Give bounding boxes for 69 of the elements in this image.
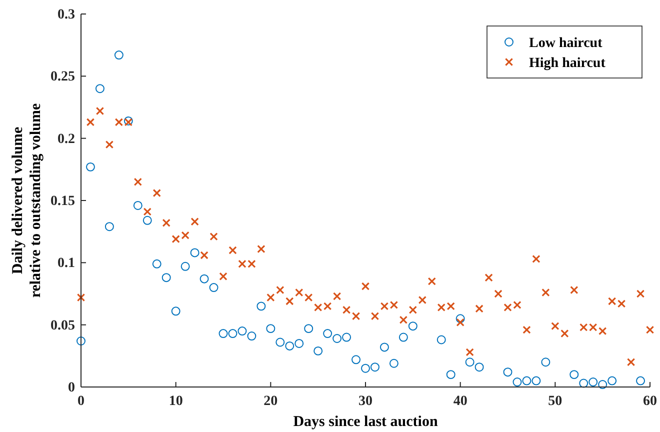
- x-tick-label: 50: [548, 394, 562, 409]
- point: [608, 376, 617, 386]
- point: [588, 378, 598, 387]
- point: [436, 335, 446, 344]
- point: [133, 200, 142, 210]
- point: [342, 332, 352, 342]
- point: [465, 358, 474, 367]
- point: [209, 283, 218, 292]
- point: [456, 314, 465, 324]
- point: [380, 342, 389, 352]
- point: [352, 355, 361, 364]
- y-tick-label: 0: [68, 380, 75, 396]
- point: [570, 370, 579, 380]
- y-tick-label: 0.3: [58, 7, 75, 22]
- point: [152, 259, 162, 268]
- point: [114, 50, 124, 60]
- point: [171, 306, 180, 316]
- point: [218, 329, 228, 338]
- point: [162, 273, 171, 282]
- x-tick-label: 30: [358, 394, 372, 409]
- legend-label: Low haircut: [529, 36, 603, 51]
- point: [228, 329, 238, 338]
- point: [294, 339, 304, 348]
- point: [532, 376, 541, 386]
- x-axis-title: Days since last auction: [293, 414, 438, 430]
- point: [190, 248, 200, 258]
- point: [200, 274, 209, 284]
- point: [323, 329, 332, 338]
- point: [332, 334, 342, 343]
- y-tick-label: 0.05: [50, 318, 75, 334]
- y-tick-label: 0.1: [58, 256, 75, 272]
- point: [598, 380, 608, 389]
- point: [256, 302, 266, 311]
- point: [180, 262, 190, 271]
- point: [238, 326, 247, 336]
- x-tick-label: 40: [453, 394, 468, 409]
- point: [512, 378, 522, 387]
- y-tick-label: 0.15: [50, 194, 75, 209]
- point: [95, 84, 104, 94]
- point: [389, 358, 398, 368]
- x-tick-label: 0: [78, 394, 84, 409]
- point: [408, 322, 418, 331]
- point: [104, 222, 114, 232]
- point: [636, 376, 646, 386]
- point: [446, 370, 456, 380]
- point: [541, 358, 550, 367]
- point: [304, 324, 314, 334]
- point: [474, 362, 484, 372]
- point: [579, 378, 588, 388]
- x-tick-label: 10: [168, 394, 183, 409]
- y-tick-label: 0.25: [50, 70, 75, 85]
- point: [266, 324, 276, 334]
- point: [76, 336, 86, 346]
- point: [370, 362, 380, 372]
- point: [361, 364, 370, 373]
- point: [276, 338, 285, 347]
- x-tick-label: 20: [264, 394, 278, 409]
- point: [314, 346, 323, 356]
- point: [86, 162, 95, 172]
- point: [503, 368, 512, 377]
- point: [522, 376, 532, 386]
- y-axis-title: Daily delivered volume relative to outstanding volume: [10, 103, 44, 298]
- legend-label: High haircut: [529, 56, 606, 71]
- point: [285, 341, 294, 350]
- point: [247, 332, 256, 341]
- y-tick-label: 0.2: [58, 132, 75, 147]
- point: [142, 216, 152, 225]
- point: [398, 332, 408, 342]
- x-tick-label: 60: [643, 394, 657, 409]
